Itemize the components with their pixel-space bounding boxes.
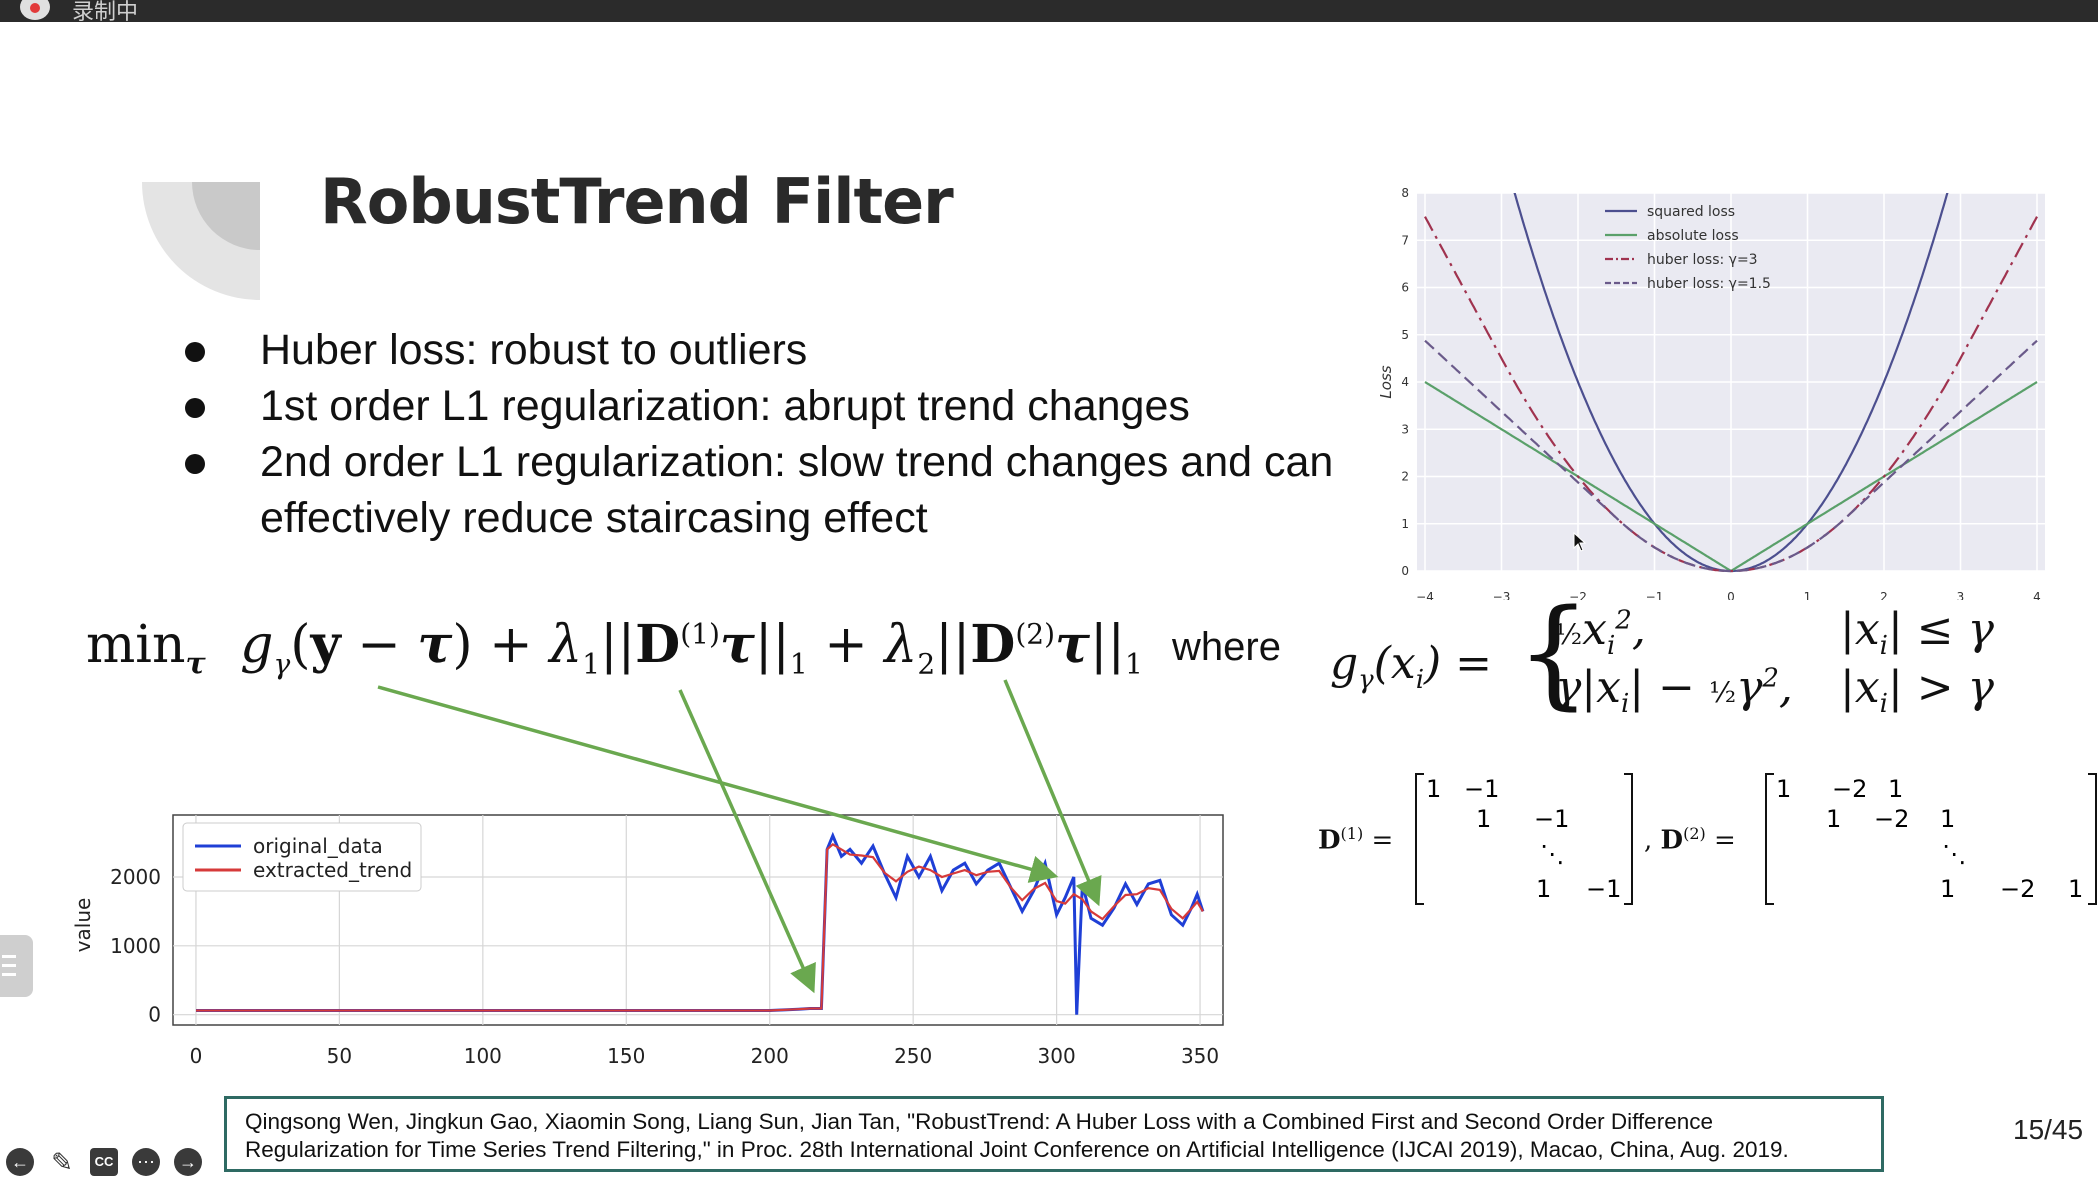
y-tick-label: 4 (1401, 375, 1409, 389)
citation-box: Qingsong Wen, Jingkun Gao, Xiaomin Song,… (224, 1096, 1884, 1172)
recording-status: 录制中 (72, 0, 139, 24)
mouse-cursor-icon (1573, 532, 1587, 552)
pen-icon[interactable]: ✎ (51, 1147, 73, 1177)
x-tick-label: 4 (2033, 590, 2041, 600)
x-tick-label: 0 (190, 1044, 203, 1068)
x-tick-label: −4 (1416, 590, 1434, 600)
x-tick-label: 50 (327, 1044, 352, 1068)
svg-text:⋱: ⋱ (1540, 840, 1564, 868)
svg-text:1: 1 (1888, 775, 1903, 803)
x-tick-label: −3 (1493, 590, 1511, 600)
y-tick-label: 3 (1401, 422, 1409, 436)
x-tick-label: 3 (1957, 590, 1965, 600)
svg-text:1: 1 (1940, 805, 1955, 833)
series-line (1424, 339, 2038, 573)
legend-label: extracted_trend (253, 858, 412, 882)
y-tick-label: 2 (1401, 470, 1409, 484)
arrow-huber (377, 685, 1059, 883)
x-tick-label: 300 (1038, 1044, 1076, 1068)
more-icon[interactable]: ⋯ (132, 1148, 160, 1176)
y-tick-label: 0 (1401, 564, 1409, 578)
bullet-item: Huber loss: robust to outliers (180, 322, 1390, 378)
x-tick-label: 350 (1181, 1044, 1219, 1068)
bullet-item: 1st order L1 regularization: abrupt tren… (180, 378, 1390, 434)
svg-text:⋱: ⋱ (1942, 840, 1966, 868)
svg-text:−2: −2 (1832, 775, 1867, 803)
x-tick-label: 2 (1880, 590, 1888, 600)
x-tick-label: 150 (607, 1044, 645, 1068)
bullet-item: 2nd order L1 regularization: slow trend … (180, 434, 1390, 546)
recorder-bar: 录制中 (0, 0, 2098, 24)
trend-chart: 0 50 100 150 200 250 300 350 0 1000 2000 value origi… (71, 814, 1224, 1068)
legend-box (182, 822, 422, 892)
legend-label: huber loss: γ=3 (1647, 252, 1758, 268)
x-tick-label: 200 (751, 1044, 789, 1068)
legend-label: squared loss (1647, 204, 1735, 220)
x-tick-label: 1 (1804, 590, 1812, 600)
slide-title: RobustTrend Filter (320, 165, 954, 238)
svg-text:1: 1 (1940, 875, 1955, 903)
y-tick-label: 2000 (110, 865, 161, 889)
svg-text:−1: −1 (1534, 805, 1569, 833)
arrow-second-order (1003, 679, 1102, 907)
svg-text:1: 1 (2068, 875, 2083, 903)
where-label: where (1172, 625, 1281, 669)
y-tick-label: 1 (1401, 517, 1409, 531)
arrow-first-order (678, 689, 816, 994)
svg-text:−2: −2 (1874, 805, 1909, 833)
x-tick-label: 100 (464, 1044, 502, 1068)
y-tick-label: 8 (1401, 186, 1409, 200)
legend-label: absolute loss (1647, 228, 1739, 244)
loss-chart: −4 −3 −2 −1 0 1 2 3 4 0 1 2 3 4 5 6 7 8 Loss squared loss ab… (1377, 185, 2045, 600)
y-tick-label: 5 (1401, 328, 1409, 342)
series-line (1424, 216, 2038, 573)
x-tick-label: 250 (894, 1044, 932, 1068)
clip-mask (1417, 185, 2045, 193)
page-indicator: 15/45 (2013, 1114, 2084, 1145)
y-tick-label: 1000 (110, 934, 161, 958)
svg-text:−2: −2 (2000, 875, 2035, 903)
next-icon[interactable]: → (174, 1148, 202, 1176)
svg-text:1: 1 (1426, 775, 1441, 803)
y-axis-label: Loss (1377, 365, 1395, 398)
decorative-shape (142, 182, 260, 300)
series-extracted-trend (196, 842, 1204, 1012)
svg-text:1: 1 (1776, 775, 1791, 803)
cc-icon[interactable]: CC (90, 1148, 118, 1176)
svg-text:1: 1 (1536, 875, 1551, 903)
svg-text:1: 1 (1826, 805, 1841, 833)
svg-text:1: 1 (1476, 805, 1491, 833)
prev-icon[interactable]: ← (6, 1148, 34, 1176)
svg-text:−1: −1 (1464, 775, 1499, 803)
y-tick-label: 6 (1401, 281, 1409, 295)
x-tick-label: −2 (1569, 590, 1587, 600)
side-menu-tab[interactable] (0, 935, 33, 997)
y-tick-label: 7 (1401, 233, 1409, 247)
legend-label: huber loss: γ=1.5 (1647, 276, 1771, 292)
y-tick-label: 0 (148, 1003, 161, 1027)
svg-text:−1: −1 (1586, 875, 1621, 903)
bullet-list: Huber loss: robust to outliers 1st order… (180, 322, 1390, 546)
legend-label: original_data (253, 834, 383, 858)
record-icon (20, 0, 50, 20)
x-tick-label: −1 (1646, 590, 1664, 600)
x-tick-label: 0 (1727, 590, 1735, 600)
objective-formula: minτ gγ(y − τ) + λ1||D(1)τ||1 + λ2||D(2)… (86, 614, 1143, 682)
y-axis-label: value (71, 898, 95, 953)
